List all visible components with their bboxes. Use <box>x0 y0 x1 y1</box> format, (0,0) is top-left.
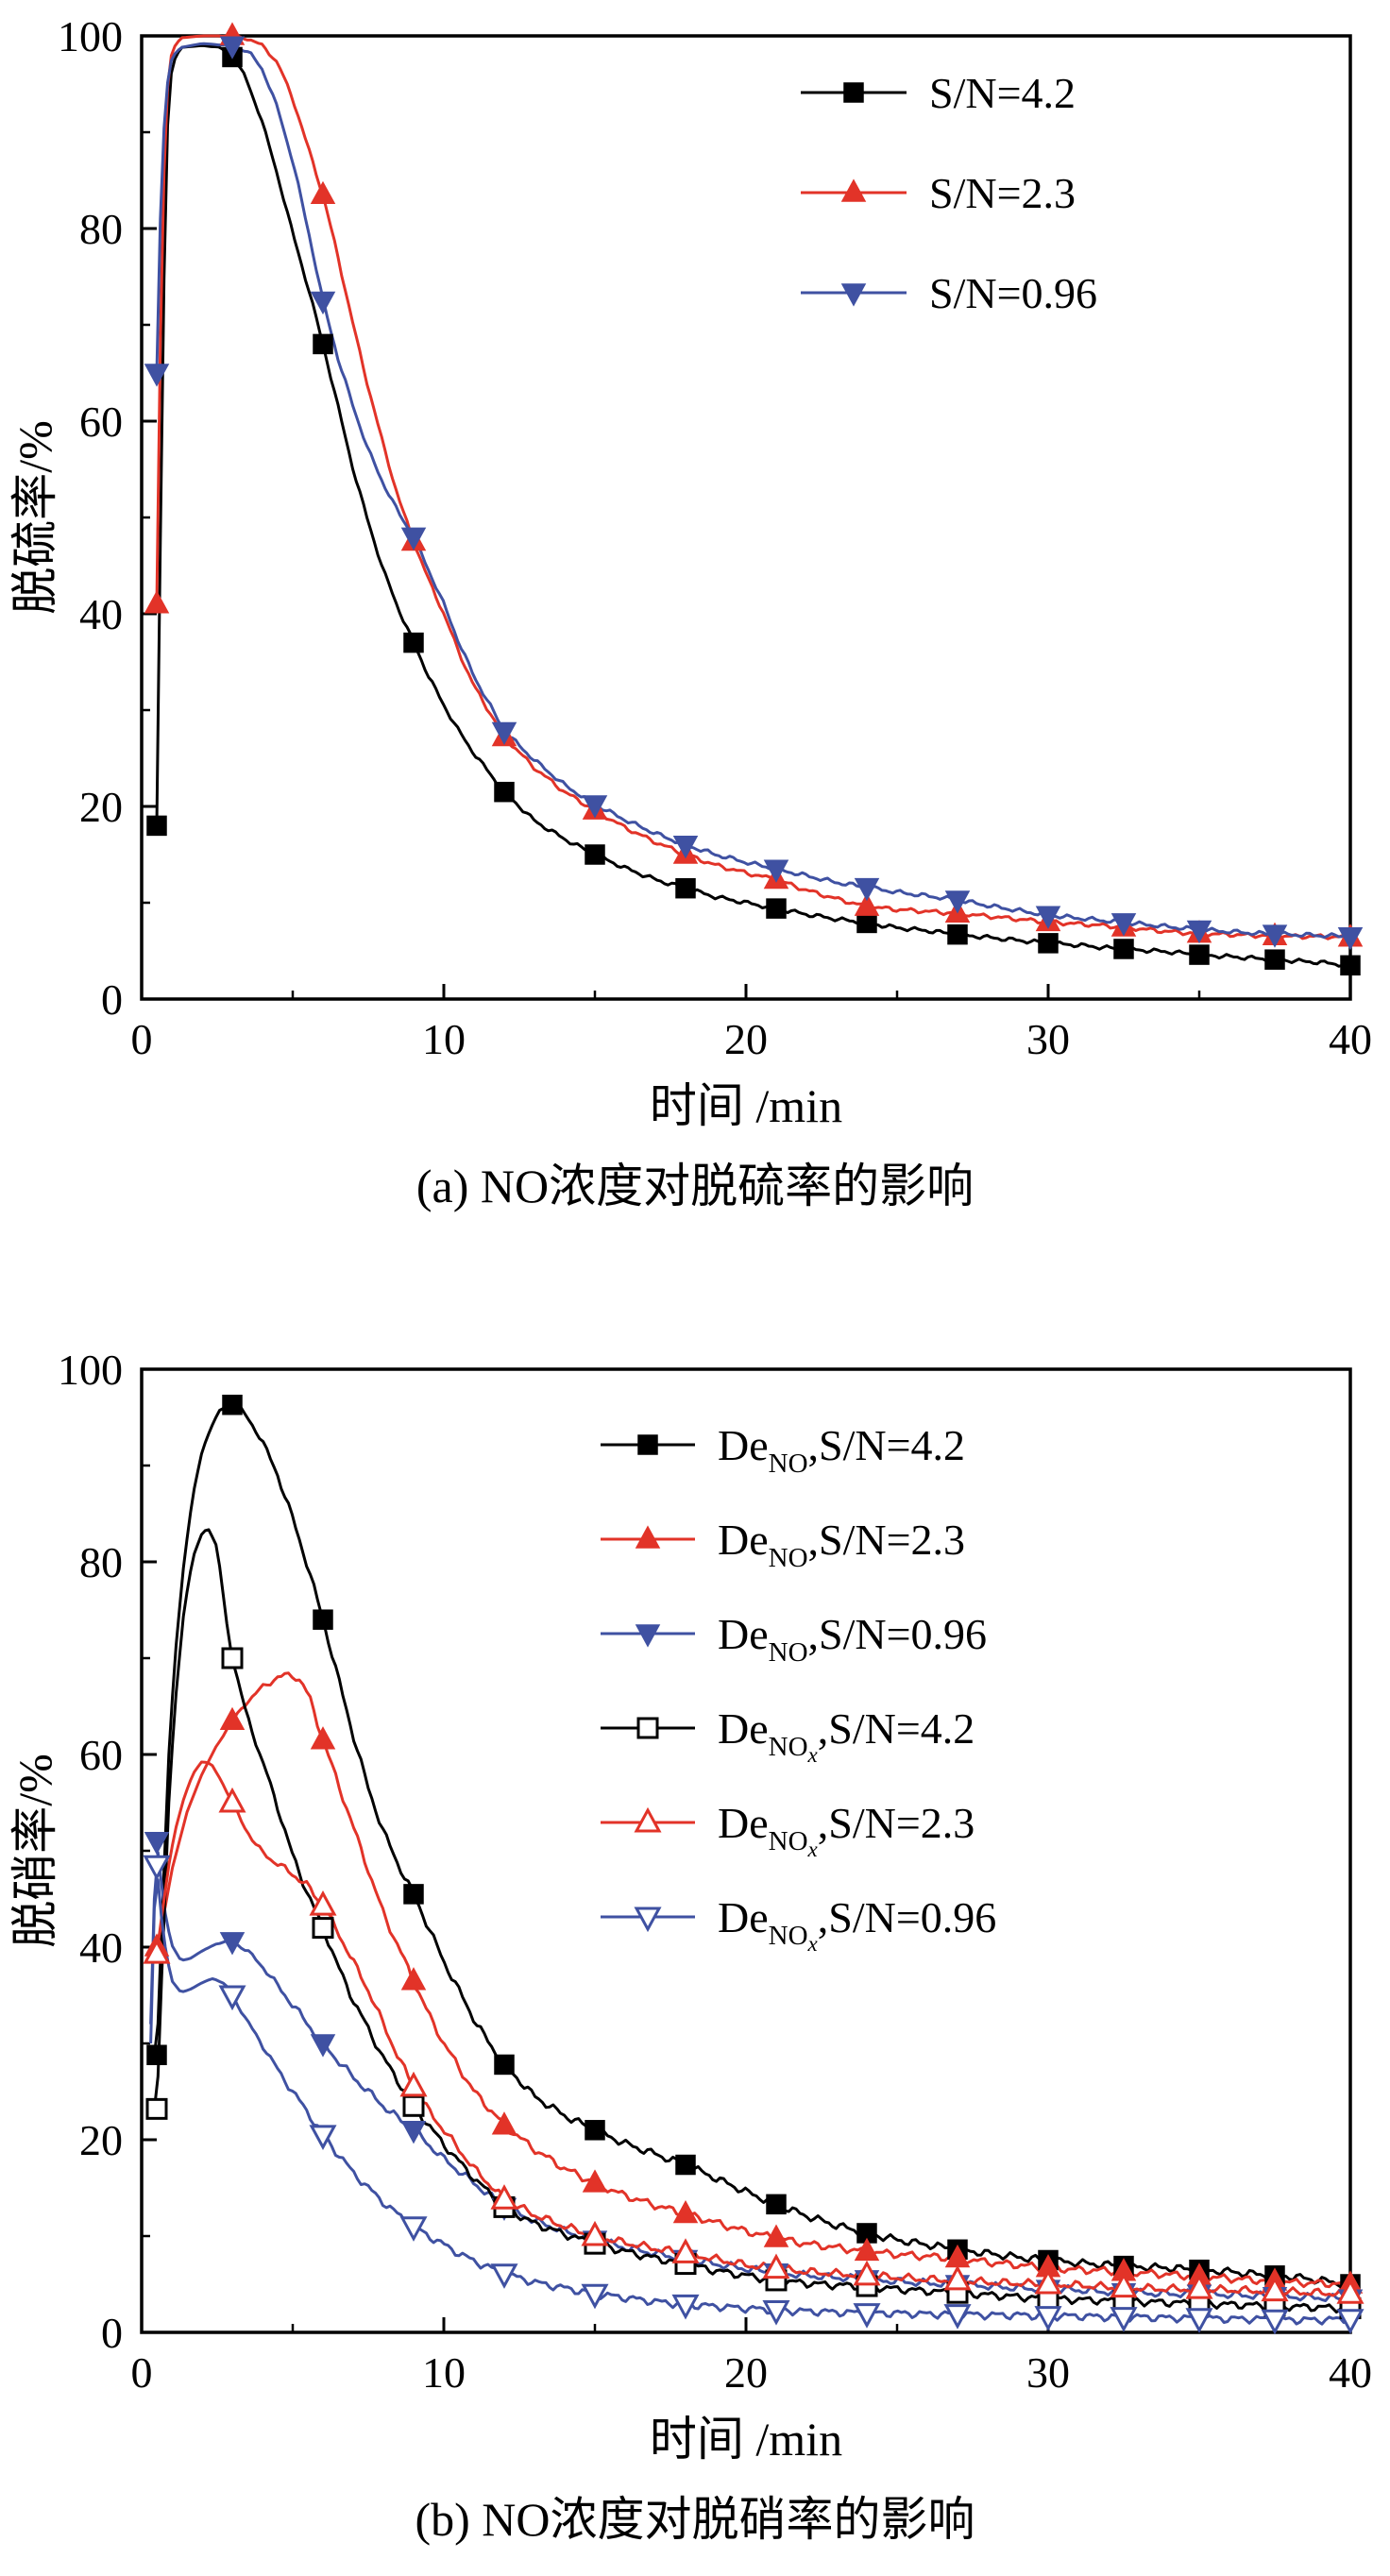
svg-text:10: 10 <box>422 2348 466 2397</box>
svg-text:10: 10 <box>422 1015 466 1063</box>
svg-text:时间 /min: 时间 /min <box>650 1079 842 1132</box>
svg-text:0: 0 <box>131 2348 153 2397</box>
chart-b-canvas: 0 10 20 30 40 0 20 40 60 80 100 时间 /min 脱硝率/% DeNO,S/… <box>8 1347 1372 2466</box>
svg-text:0: 0 <box>101 975 123 1024</box>
svg-text:时间 /min: 时间 /min <box>650 2413 842 2466</box>
figure: 0 10 20 30 40 0 20 40 60 80 100 时间 /min 脱硫率/% S/N=4.2… <box>0 13 1390 2548</box>
svg-text:40: 40 <box>1329 2348 1372 2397</box>
svg-text:30: 30 <box>1026 2348 1070 2397</box>
svg-text:30: 30 <box>1026 1015 1070 1063</box>
svg-text:60: 60 <box>79 1731 123 1779</box>
svg-text:S/N=2.3: S/N=2.3 <box>929 169 1076 217</box>
svg-text:DeNOx,S/N=2.3: DeNOx,S/N=2.3 <box>718 1799 975 1861</box>
svg-text:100: 100 <box>58 13 123 60</box>
svg-text:DeNO,S/N=0.96: DeNO,S/N=0.96 <box>718 1610 987 1668</box>
svg-text:DeNO,S/N=4.2: DeNO,S/N=4.2 <box>718 1421 965 1479</box>
svg-text:DeNOx,S/N=4.2: DeNOx,S/N=4.2 <box>718 1704 975 1767</box>
svg-text:80: 80 <box>79 205 123 253</box>
svg-text:80: 80 <box>79 1538 123 1586</box>
svg-text:20: 20 <box>79 2116 123 2164</box>
svg-text:脱硫率/%: 脱硫率/% <box>8 420 61 615</box>
svg-text:20: 20 <box>79 783 123 831</box>
svg-text:40: 40 <box>1329 1015 1372 1063</box>
svg-text:S/N=0.96: S/N=0.96 <box>929 269 1097 317</box>
chart-b: 0 10 20 30 40 0 20 40 60 80 100 时间 /min 脱硝率/% DeNO,S/… <box>0 1347 1390 2548</box>
svg-text:DeNOx,S/N=0.96: DeNOx,S/N=0.96 <box>718 1893 996 1956</box>
svg-text:20: 20 <box>724 1015 768 1063</box>
chart-a: 0 10 20 30 40 0 20 40 60 80 100 时间 /min 脱硫率/% S/N=4.2… <box>0 13 1390 1214</box>
chart-a-caption: (a) NO浓度对脱硫率的影响 <box>415 1160 975 1212</box>
svg-text:60: 60 <box>79 398 123 446</box>
svg-text:20: 20 <box>724 2348 768 2397</box>
svg-text:S/N=4.2: S/N=4.2 <box>929 69 1076 117</box>
chart-a-canvas: 0 10 20 30 40 0 20 40 60 80 100 时间 /min 脱硫率/% S/N=4.2… <box>8 13 1372 1132</box>
svg-text:0: 0 <box>131 1015 153 1063</box>
svg-text:100: 100 <box>58 1347 123 1394</box>
svg-text:40: 40 <box>79 590 123 638</box>
chart-b-caption: (b) NO浓度对脱硝率的影响 <box>415 2493 975 2546</box>
svg-text:0: 0 <box>101 2309 123 2357</box>
svg-text:40: 40 <box>79 1924 123 1972</box>
svg-text:脱硝率/%: 脱硝率/% <box>8 1754 61 1948</box>
svg-text:DeNO,S/N=2.3: DeNO,S/N=2.3 <box>718 1516 965 1573</box>
